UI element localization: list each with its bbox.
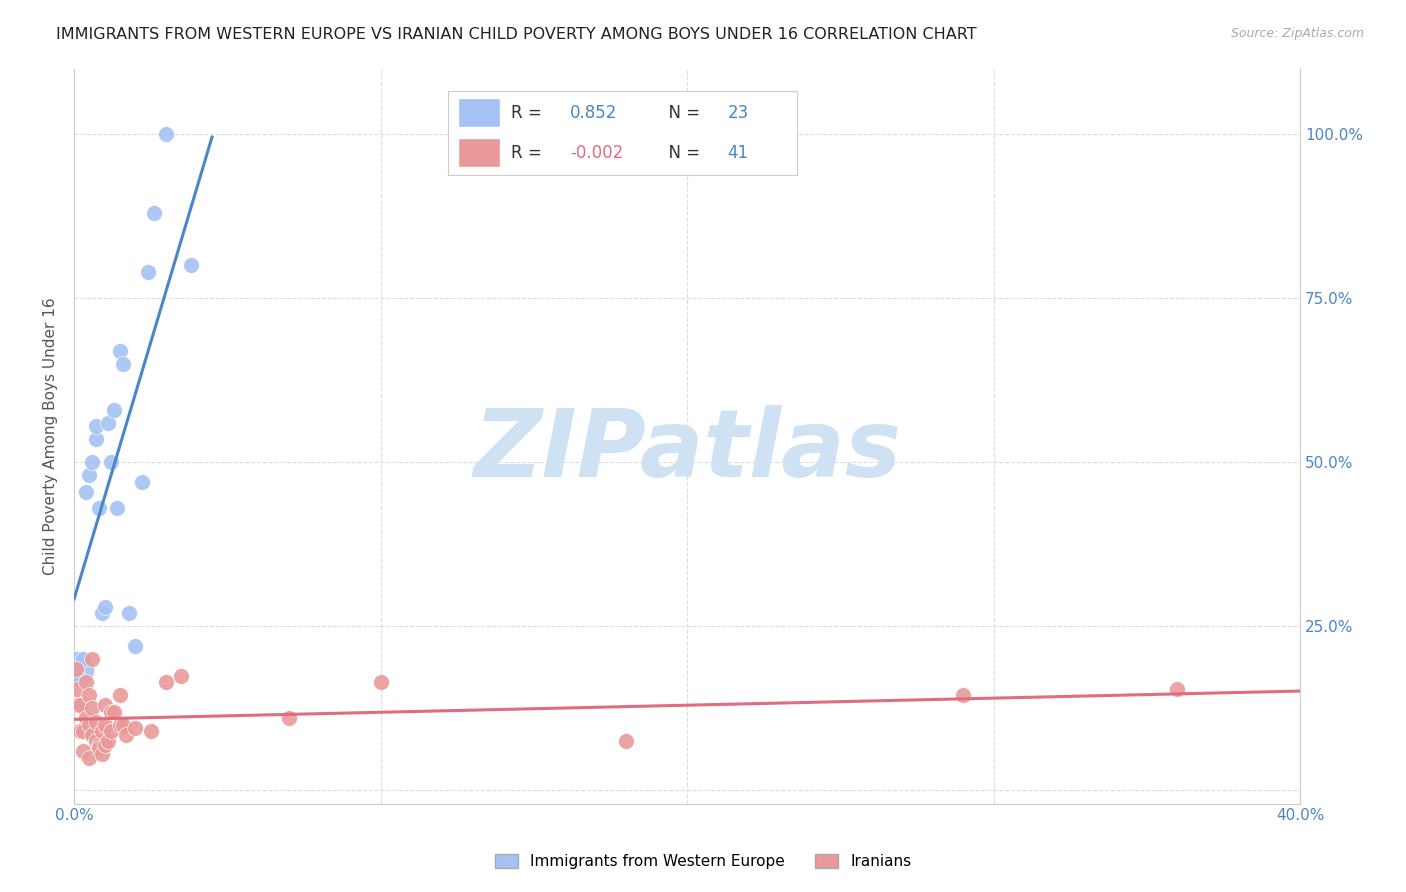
Point bbox=[118, 607, 141, 621]
Point bbox=[97, 416, 120, 430]
Point bbox=[105, 501, 128, 516]
Point bbox=[93, 698, 115, 713]
Point bbox=[82, 455, 104, 469]
Point bbox=[75, 484, 97, 499]
Point bbox=[108, 343, 131, 358]
Point bbox=[155, 675, 177, 690]
Text: Source: ZipAtlas.com: Source: ZipAtlas.com bbox=[1230, 27, 1364, 40]
Point bbox=[277, 711, 299, 725]
Point bbox=[100, 455, 122, 469]
Point bbox=[370, 675, 392, 690]
Point bbox=[72, 724, 94, 739]
Point bbox=[66, 668, 89, 682]
Point bbox=[93, 738, 115, 752]
Point bbox=[170, 668, 193, 682]
Point bbox=[79, 718, 101, 732]
Point bbox=[93, 599, 115, 614]
Point bbox=[79, 750, 101, 764]
Point bbox=[108, 689, 131, 703]
Point bbox=[115, 728, 138, 742]
Point bbox=[93, 718, 115, 732]
Point bbox=[139, 724, 162, 739]
Point bbox=[84, 433, 107, 447]
Point bbox=[112, 357, 135, 371]
Point bbox=[100, 705, 122, 719]
Point bbox=[136, 265, 159, 279]
Point bbox=[124, 639, 146, 653]
Point bbox=[155, 127, 177, 141]
Point bbox=[82, 728, 104, 742]
Point bbox=[65, 662, 87, 676]
Point bbox=[97, 734, 120, 748]
Point bbox=[79, 468, 101, 483]
Point bbox=[131, 475, 153, 489]
Point bbox=[69, 724, 91, 739]
Point bbox=[69, 698, 91, 713]
Point bbox=[952, 689, 974, 703]
Point bbox=[180, 259, 202, 273]
Point bbox=[124, 721, 146, 735]
Point bbox=[108, 718, 131, 732]
Point bbox=[103, 402, 125, 417]
Point bbox=[66, 681, 89, 696]
Text: ZIPatlas: ZIPatlas bbox=[472, 405, 901, 497]
Point bbox=[87, 738, 110, 752]
Point bbox=[82, 652, 104, 666]
Point bbox=[84, 714, 107, 729]
Point bbox=[75, 711, 97, 725]
Point bbox=[79, 689, 101, 703]
Point bbox=[90, 607, 112, 621]
Point bbox=[84, 419, 107, 434]
Text: IMMIGRANTS FROM WESTERN EUROPE VS IRANIAN CHILD POVERTY AMONG BOYS UNDER 16 CORR: IMMIGRANTS FROM WESTERN EUROPE VS IRANIA… bbox=[56, 27, 977, 42]
Point bbox=[75, 675, 97, 690]
Point bbox=[90, 747, 112, 762]
Point bbox=[100, 724, 122, 739]
Point bbox=[87, 740, 110, 755]
Point bbox=[614, 734, 637, 748]
Point bbox=[72, 744, 94, 758]
Point bbox=[142, 206, 165, 220]
Point bbox=[82, 701, 104, 715]
Point bbox=[84, 734, 107, 748]
Point bbox=[90, 724, 112, 739]
Point bbox=[87, 501, 110, 516]
Point bbox=[72, 652, 94, 666]
Point bbox=[1166, 681, 1188, 696]
Point bbox=[112, 718, 135, 732]
Legend: Immigrants from Western Europe, Iranians: Immigrants from Western Europe, Iranians bbox=[488, 848, 918, 875]
Point bbox=[66, 698, 89, 713]
Y-axis label: Child Poverty Among Boys Under 16: Child Poverty Among Boys Under 16 bbox=[44, 297, 58, 574]
Point bbox=[103, 705, 125, 719]
Point bbox=[65, 662, 87, 676]
